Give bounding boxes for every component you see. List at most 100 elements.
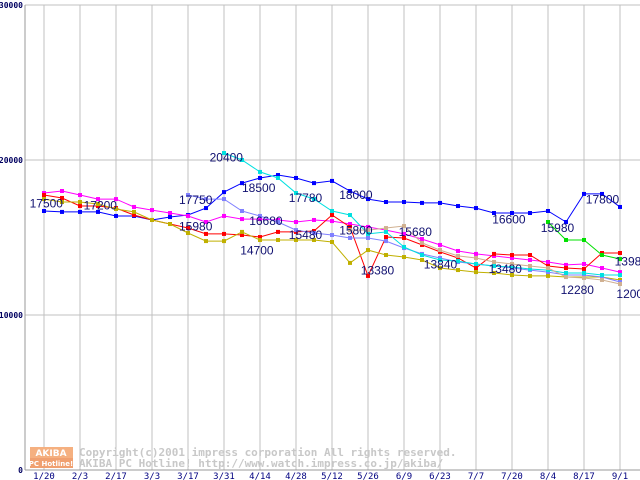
data-point [258, 235, 262, 240]
price-annotation: 15980 [179, 220, 213, 234]
data-point [546, 273, 550, 278]
data-point [312, 228, 316, 233]
data-point [276, 173, 280, 178]
data-point [384, 226, 388, 231]
data-point [438, 200, 442, 205]
price-annotation: 16600 [492, 213, 526, 227]
data-point [204, 206, 208, 211]
data-point [492, 253, 496, 258]
data-point [438, 242, 442, 247]
data-point [132, 204, 136, 209]
data-point [474, 262, 478, 267]
data-point [348, 235, 352, 240]
data-point [294, 175, 298, 180]
y-tick-label: 30000 [0, 1, 23, 10]
data-point [240, 158, 244, 162]
data-point [546, 268, 550, 273]
data-point [546, 264, 550, 269]
data-point [438, 248, 442, 253]
data-point [114, 197, 118, 202]
series-olive [42, 197, 622, 282]
x-tick-label: 3/3 [144, 472, 160, 480]
data-point [384, 235, 388, 240]
data-point [582, 237, 586, 242]
data-point [132, 213, 136, 218]
data-point [258, 175, 262, 180]
x-tick-label: 9/1 [612, 472, 628, 480]
data-point [546, 208, 550, 213]
data-point [438, 266, 442, 271]
data-point [240, 233, 244, 238]
series-lines [42, 151, 622, 286]
data-point [42, 191, 46, 196]
price-annotation: 20400 [210, 151, 244, 165]
data-point [600, 277, 604, 282]
data-point [348, 224, 352, 229]
data-point [96, 209, 100, 214]
price-annotation: 16680 [249, 214, 283, 228]
data-point [150, 217, 154, 222]
data-point [330, 233, 334, 238]
data-point [456, 248, 460, 253]
price-annotation: 13380 [361, 264, 395, 278]
data-point [564, 266, 568, 271]
data-point [510, 262, 514, 267]
data-point [222, 239, 226, 244]
data-point [582, 275, 586, 280]
data-point [312, 237, 316, 242]
data-point [294, 220, 298, 224]
logo-top-box [30, 447, 73, 458]
data-point [492, 259, 496, 264]
data-point [402, 231, 406, 236]
series-line-tan [350, 225, 621, 285]
data-point [510, 264, 514, 269]
data-point [240, 229, 244, 234]
data-point [78, 193, 82, 198]
price-annotation: 18000 [339, 188, 373, 202]
data-point [330, 239, 334, 244]
data-point [510, 273, 514, 278]
data-point [258, 217, 262, 222]
data-point [384, 200, 388, 205]
data-point [582, 191, 586, 196]
data-point [420, 200, 424, 205]
data-point [474, 206, 478, 211]
series-magenta [42, 189, 622, 275]
data-point [78, 204, 82, 209]
data-point [258, 213, 262, 218]
data-point [420, 237, 424, 242]
series-green [546, 220, 622, 262]
logo-bottom-text: PC Hotline! [29, 460, 73, 468]
data-point [276, 175, 280, 180]
x-tick-label: 2/17 [105, 472, 127, 480]
data-point [384, 239, 388, 244]
data-point [186, 193, 190, 198]
data-point [618, 282, 622, 286]
data-point [276, 220, 280, 224]
data-point [42, 197, 46, 202]
data-point [474, 270, 478, 275]
price-annotation: 12280 [561, 283, 595, 297]
annotations: 17500 17200 17750 15980 20400 18500 16680 14700… [30, 151, 640, 301]
data-point [510, 255, 514, 260]
data-point [96, 204, 100, 209]
x-tick-label: 8/17 [573, 472, 595, 480]
data-point [546, 270, 550, 275]
data-point [564, 270, 568, 275]
data-point [564, 237, 568, 242]
data-point [528, 264, 532, 269]
site-url-text: AKIBA PC Hotline! http://www.watch.impre… [79, 457, 444, 470]
data-point [150, 208, 154, 213]
data-point [312, 181, 316, 186]
x-tick-label: 3/31 [213, 472, 235, 480]
data-point [258, 237, 262, 242]
data-point [348, 222, 352, 227]
data-point [456, 255, 460, 260]
data-point [366, 224, 370, 229]
data-point [492, 251, 496, 256]
data-point [474, 255, 478, 260]
x-tick-label: 6/23 [429, 472, 451, 480]
x-tick-label: 7/20 [501, 472, 523, 480]
data-point [618, 279, 622, 284]
